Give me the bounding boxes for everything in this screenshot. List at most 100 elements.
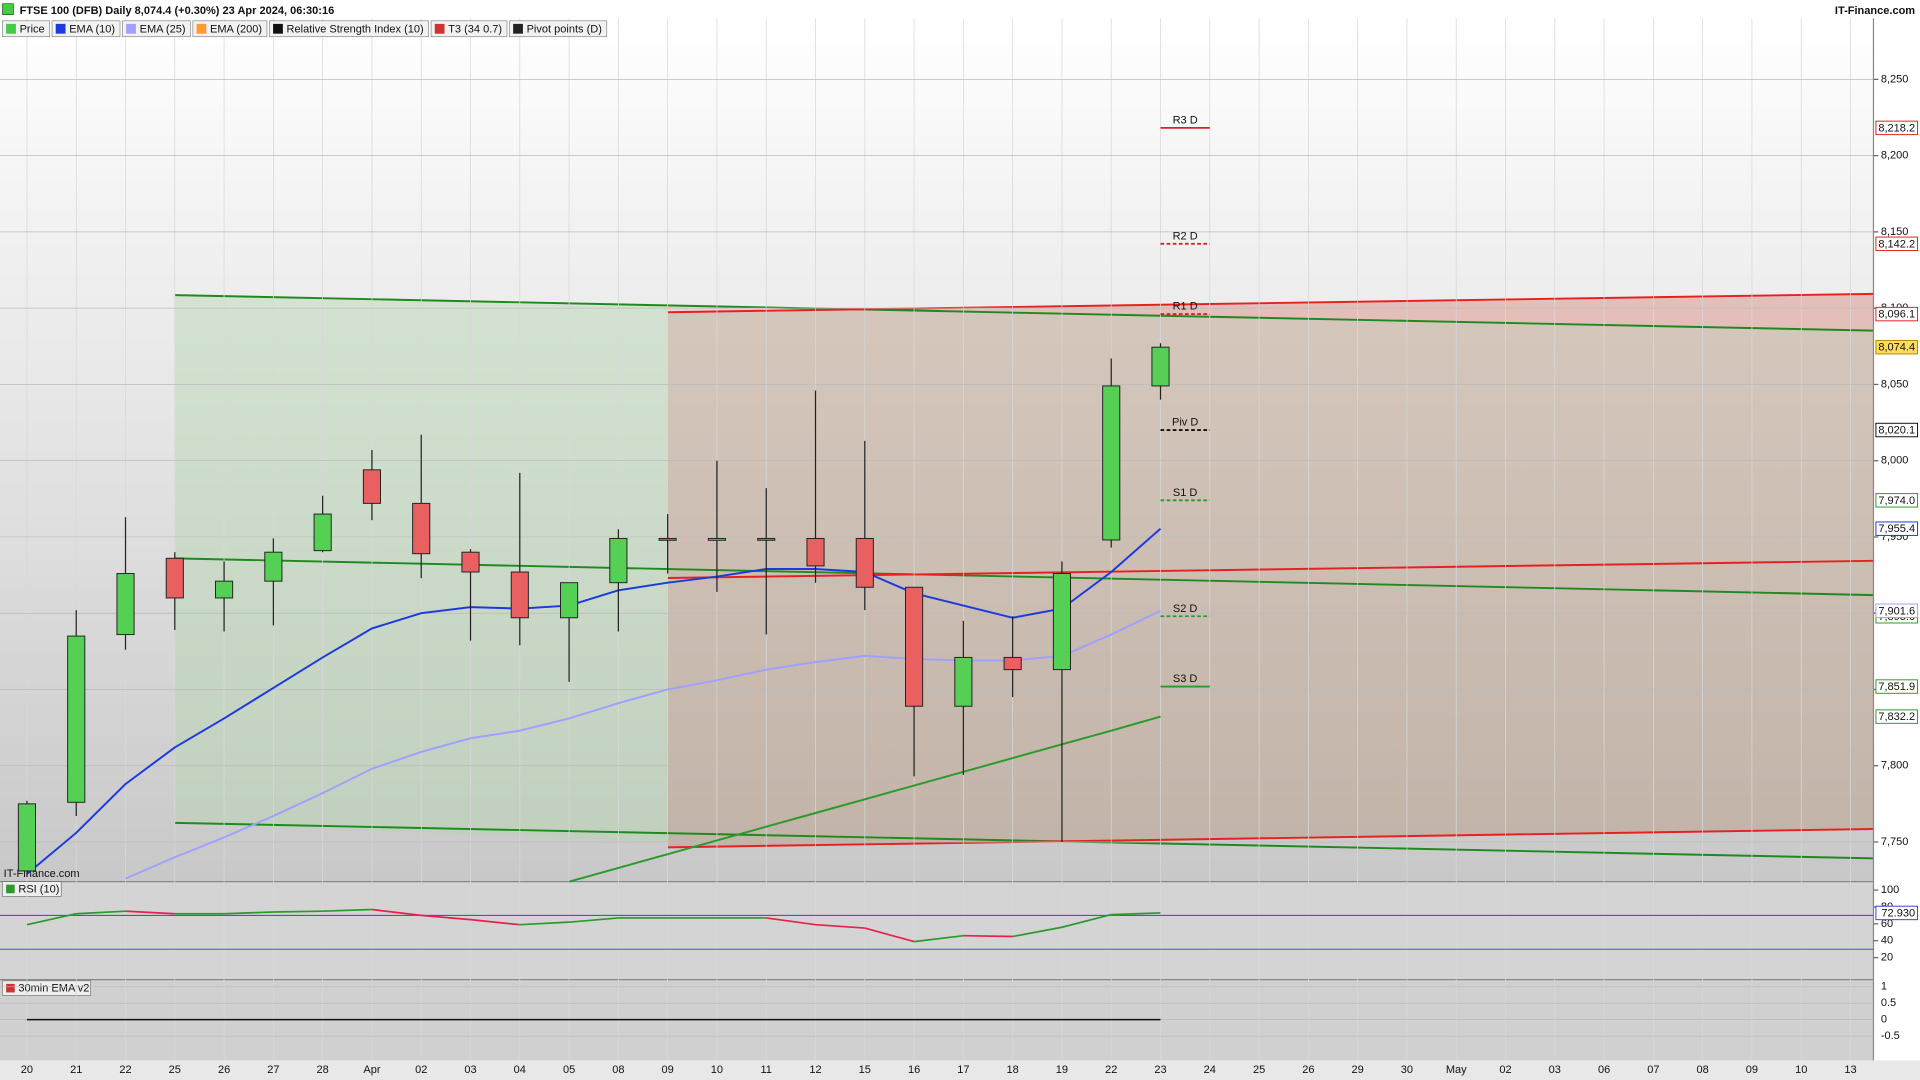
trend-lines xyxy=(175,292,1874,860)
candle-body xyxy=(855,537,874,588)
value-tag-label: 7,901.6 xyxy=(1878,605,1915,617)
y-tick-label: 7,750 xyxy=(1881,836,1909,848)
rsi-segment xyxy=(421,914,471,921)
x-tick-label: 07 xyxy=(1647,1064,1659,1076)
value-tag xyxy=(1875,339,1919,355)
rsi-icon xyxy=(6,884,15,894)
candle-body xyxy=(658,537,677,541)
candle-body xyxy=(215,580,234,599)
value-tag-label: 8,142.2 xyxy=(1878,238,1915,250)
value-tag-label: 7,832.2 xyxy=(1878,711,1915,723)
x-tick-label: 10 xyxy=(1795,1064,1807,1076)
value-tag xyxy=(1875,422,1919,438)
y-tick-label: 7,800 xyxy=(1881,760,1909,772)
ema30-icon xyxy=(6,983,15,993)
value-tag xyxy=(1875,236,1919,252)
y-tick-label: 8,200 xyxy=(1881,150,1909,162)
x-tick-label: 03 xyxy=(1549,1064,1561,1076)
rsi-segment xyxy=(1012,926,1063,938)
legend-box xyxy=(51,20,121,38)
rsi-segment xyxy=(766,917,816,926)
value-tag-label: 7,851.9 xyxy=(1878,681,1915,693)
legend-label: Pivot points (D) xyxy=(527,23,602,35)
x-tick-label: Apr xyxy=(363,1064,380,1076)
legend-icon xyxy=(6,23,16,34)
legend-icon xyxy=(434,23,445,34)
candle-body xyxy=(757,537,776,541)
x-axis-band xyxy=(0,1060,1920,1080)
value-tag-label: 72.930 xyxy=(1881,907,1915,919)
candle-body xyxy=(1102,385,1121,541)
candle-body xyxy=(412,502,431,555)
pivot-label: S2 D xyxy=(1173,603,1198,615)
rsi-segment xyxy=(322,908,372,913)
rsi-tick-label: 60 xyxy=(1881,918,1893,930)
x-tick-label: 19 xyxy=(1056,1064,1068,1076)
candle-body xyxy=(67,635,86,803)
legend-label: Relative Strength Index (10) xyxy=(287,23,424,35)
channel-red xyxy=(667,293,1874,848)
candle-body xyxy=(313,513,332,552)
x-tick-label: 25 xyxy=(169,1064,181,1076)
candle-body xyxy=(510,571,529,619)
legend-icon xyxy=(273,23,283,34)
price-panel xyxy=(0,18,1874,882)
value-tag-label: 8,020.1 xyxy=(1878,425,1915,437)
rsi-segment xyxy=(1111,912,1161,916)
value-tag xyxy=(1875,679,1919,694)
value-tag-label: 7,955.4 xyxy=(1878,523,1915,535)
x-tick-label: 20 xyxy=(21,1064,33,1076)
legend-label: EMA (25) xyxy=(140,23,186,35)
candle-body xyxy=(264,551,283,582)
rsi-panel xyxy=(0,881,1874,980)
rsi-segment xyxy=(273,910,323,913)
rsi-segment xyxy=(815,923,865,929)
x-tick-label: 03 xyxy=(464,1064,476,1076)
candle-body xyxy=(905,586,924,707)
value-tag xyxy=(1875,709,1919,724)
value-tag-label: 7,974.0 xyxy=(1878,495,1915,507)
value-tag-label: 8,074.4 xyxy=(1878,342,1915,354)
rsi-title: RSI (10) xyxy=(18,883,59,895)
x-tick-label: 23 xyxy=(1154,1064,1166,1076)
legend-box xyxy=(269,20,429,38)
legend-icon xyxy=(55,23,66,34)
rsi-segment xyxy=(224,911,274,915)
ema30-tick-label: 1 xyxy=(1881,981,1887,993)
ema30-tick-label: 0 xyxy=(1881,1014,1887,1026)
x-tick-label: 09 xyxy=(662,1064,674,1076)
rsi-tick-label: 20 xyxy=(1881,952,1893,964)
ema30-tick-label: -0.5 xyxy=(1881,1030,1900,1042)
legend-box xyxy=(192,20,268,38)
x-tick-label: 26 xyxy=(1302,1064,1314,1076)
trend-line xyxy=(175,557,1874,597)
rsi-segment xyxy=(470,918,520,926)
value-tag-label: 8,218.2 xyxy=(1878,122,1915,134)
pivot-label: S3 D xyxy=(1173,673,1198,685)
x-tick-label: May xyxy=(1446,1064,1467,1076)
rsi-segment xyxy=(26,912,77,926)
x-tick-label: 29 xyxy=(1352,1064,1364,1076)
x-tick-label: 16 xyxy=(908,1064,920,1076)
channel-top-band xyxy=(667,293,1874,331)
rsi-title-box xyxy=(2,881,62,897)
pivot-label: S1 D xyxy=(1173,487,1198,499)
x-tick-label: 06 xyxy=(1598,1064,1610,1076)
ema30-title-box xyxy=(2,980,91,996)
chart-title: FTSE 100 (DFB) Daily 8,074.4 (+0.30%) 23… xyxy=(20,5,335,17)
value-tag xyxy=(1875,905,1919,921)
rsi-segment xyxy=(125,910,175,915)
x-tick-label: 04 xyxy=(514,1064,526,1076)
x-tick-label: 22 xyxy=(1105,1064,1117,1076)
pivot-label: Piv D xyxy=(1172,417,1198,429)
pivot-label: R1 D xyxy=(1173,301,1198,313)
trend-line xyxy=(667,828,1874,849)
legend-label: EMA (200) xyxy=(210,23,262,35)
x-tick-label: 30 xyxy=(1401,1064,1413,1076)
rsi-segment xyxy=(1061,913,1112,929)
candle-body xyxy=(609,537,628,584)
x-tick-label: 22 xyxy=(119,1064,131,1076)
x-tick-label: 25 xyxy=(1253,1064,1265,1076)
legend-box xyxy=(122,20,191,38)
